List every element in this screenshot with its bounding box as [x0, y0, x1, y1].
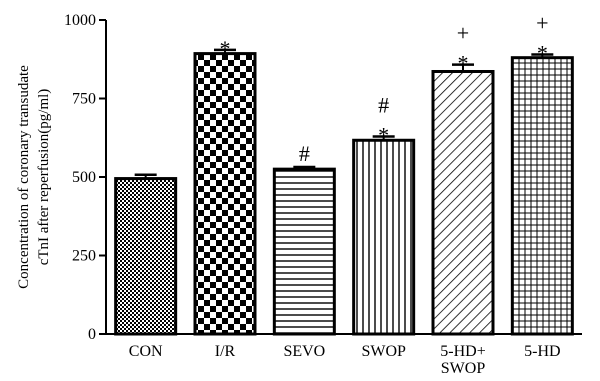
- y-tick-label: 250: [72, 248, 96, 265]
- x-tick-label: CON: [129, 343, 163, 360]
- y-tick-label: 1000: [64, 12, 96, 29]
- significance-marker: *: [378, 122, 389, 147]
- significance-marker: *: [458, 51, 469, 76]
- significance-marker: +: [536, 11, 548, 36]
- significance-marker: *: [220, 36, 231, 61]
- y-axis-label: Concentration of coronary transudate cTnI…: [16, 65, 52, 289]
- y-axis-label-line: Concentration of coronary transudate: [16, 65, 32, 289]
- x-tick-label: SEVO: [283, 343, 325, 360]
- significance-marker: *: [537, 41, 548, 66]
- axes: 0 250 500 750 1000 Concentration of coronary …: [16, 12, 582, 343]
- y-tick-label: 0: [88, 326, 96, 343]
- y-axis-label-line: cTnI after reperfusion(pg/ml): [36, 89, 52, 266]
- bar: [431, 69, 495, 336]
- bars-group: [114, 48, 574, 336]
- bar: [510, 56, 574, 336]
- bar: [193, 52, 257, 336]
- x-tick-label: SWOP: [441, 360, 486, 377]
- bar: [272, 167, 336, 336]
- x-tick-label: SWOP: [361, 343, 406, 360]
- y-tick-label: 500: [72, 169, 96, 186]
- x-tick-label: I/R: [215, 343, 236, 360]
- x-tick-label: 5-HD+: [440, 343, 485, 360]
- y-tick-label: 750: [72, 91, 96, 108]
- significance-marker: #: [378, 92, 389, 117]
- bar: [352, 138, 416, 336]
- labels-group: CON*I/R#SEVO#*SWOP+*5-HD+SWOP+*5-HD: [129, 11, 561, 377]
- significance-marker: #: [299, 141, 310, 166]
- bar: [114, 177, 178, 336]
- significance-marker: +: [457, 21, 469, 46]
- x-tick-label: 5-HD: [524, 343, 560, 360]
